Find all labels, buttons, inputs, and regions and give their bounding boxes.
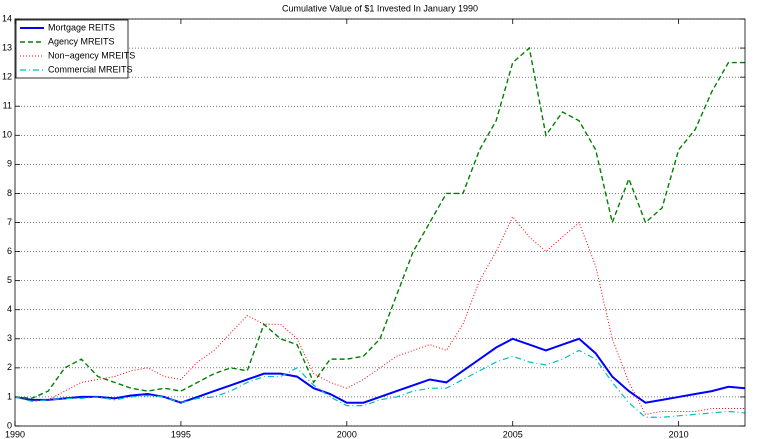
axes-box bbox=[14, 18, 746, 427]
y-tick-label: 0 bbox=[7, 420, 12, 430]
series-line bbox=[14, 215, 745, 415]
plot-area bbox=[15, 19, 745, 426]
y-tick-label: 14 bbox=[2, 13, 12, 23]
x-tick-label: 1990 bbox=[5, 429, 25, 439]
legend-box bbox=[15, 19, 129, 79]
y-tick-label: 2 bbox=[7, 362, 12, 372]
y-tick-label: 6 bbox=[7, 246, 12, 256]
y-tick-label: 11 bbox=[3, 101, 12, 111]
y-tick-label: 4 bbox=[7, 304, 12, 314]
chart-title: Cumulative Value of $1 Invested In Janua… bbox=[282, 3, 478, 13]
y-tick-label: 10 bbox=[2, 130, 12, 140]
y-tick-label: 12 bbox=[2, 72, 12, 82]
legend-label: Non−agency MREITS bbox=[48, 50, 135, 60]
x-tick-label: 2005 bbox=[503, 429, 523, 439]
series-line bbox=[14, 337, 746, 404]
legend-label: Commercial MREITS bbox=[48, 64, 133, 74]
x-tick-label: 2000 bbox=[337, 429, 357, 439]
series-line bbox=[14, 349, 746, 418]
y-tick-label: 3 bbox=[7, 333, 12, 343]
legend-label: Mortgage REITS bbox=[48, 22, 115, 32]
x-tick-label: 1995 bbox=[171, 429, 191, 439]
series-line bbox=[14, 46, 745, 400]
y-tick-label: 8 bbox=[7, 188, 12, 198]
y-tick-label: 7 bbox=[7, 217, 12, 227]
y-tick-label: 9 bbox=[7, 159, 12, 169]
x-tick-label: 2010 bbox=[669, 429, 689, 439]
y-tick-label: 1 bbox=[7, 391, 12, 401]
legend-label: Agency MREITS bbox=[48, 36, 115, 46]
y-tick-label: 13 bbox=[2, 42, 12, 52]
y-tick-label: 5 bbox=[7, 275, 12, 285]
